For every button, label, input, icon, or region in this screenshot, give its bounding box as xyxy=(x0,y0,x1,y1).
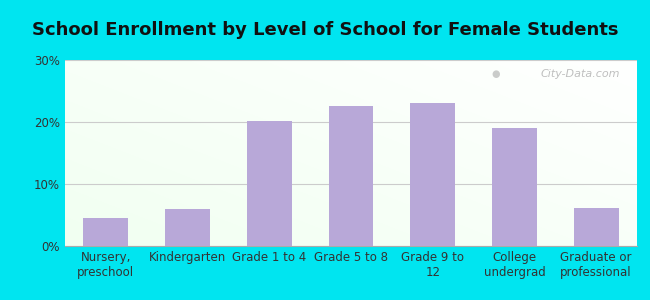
Text: ●: ● xyxy=(491,69,500,79)
Bar xyxy=(574,208,619,246)
Bar xyxy=(328,106,374,246)
Text: School Enrollment by Level of School for Female Students: School Enrollment by Level of School for… xyxy=(32,21,618,39)
Text: City-Data.com: City-Data.com xyxy=(540,69,620,79)
Bar xyxy=(492,128,537,246)
Bar xyxy=(165,209,210,246)
Bar xyxy=(83,218,128,246)
Bar xyxy=(410,103,455,246)
Bar xyxy=(247,121,292,246)
